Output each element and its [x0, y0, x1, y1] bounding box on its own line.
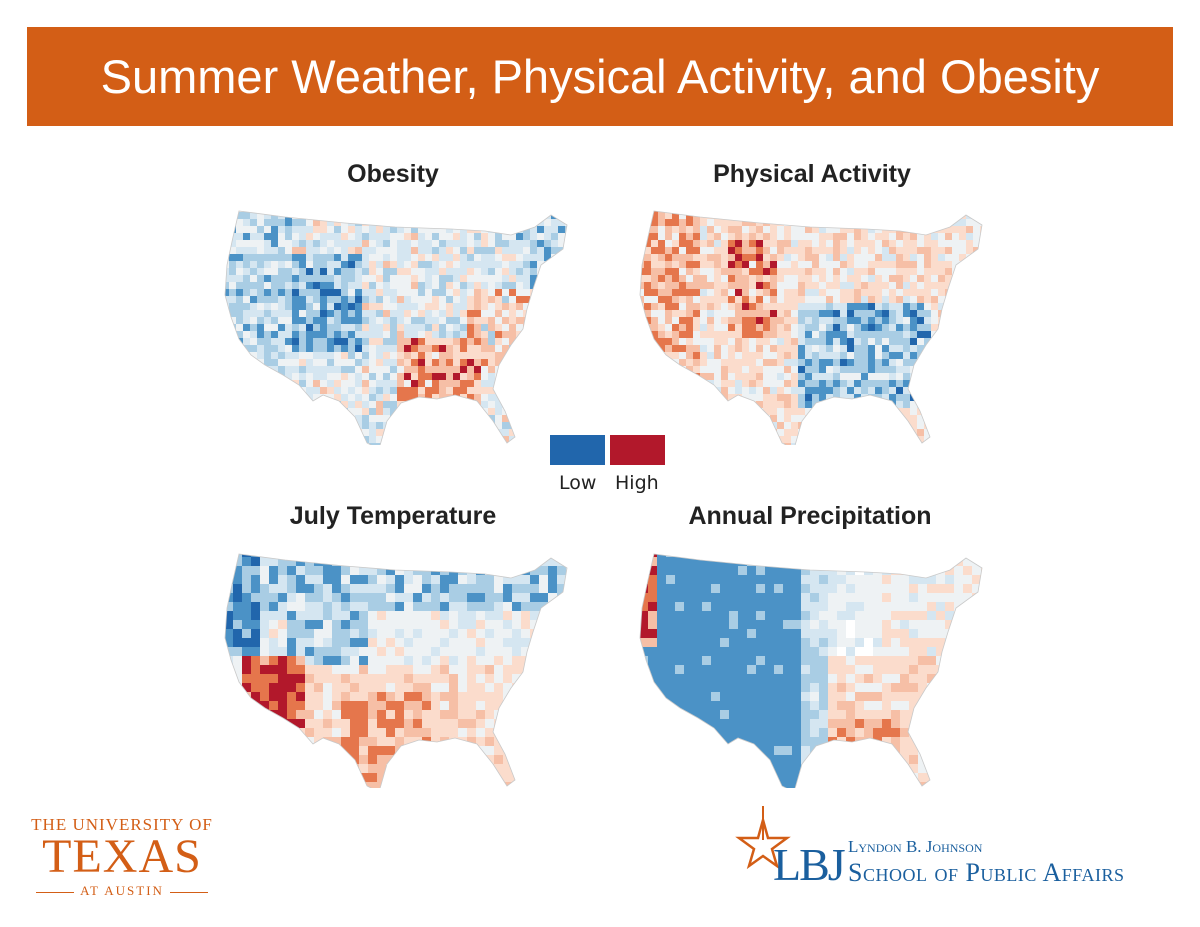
legend-high-label: High	[615, 472, 659, 494]
legend-low-swatch	[550, 435, 605, 465]
precipitation-county-cells	[640, 554, 982, 788]
obesity-us-outline	[224, 210, 568, 445]
map-title-obesity: Obesity	[347, 160, 439, 188]
obesity-map	[224, 210, 568, 445]
physical-activity-map	[639, 210, 983, 445]
july-temperature-map	[224, 553, 568, 788]
temperature-us-outline	[224, 553, 568, 788]
ut-logo-line3: AT AUSTIN	[27, 883, 217, 899]
ut-logo-line1: THE UNIVERSITY OF	[31, 815, 213, 834]
map-title-physical-activity: Physical Activity	[713, 160, 911, 188]
physical-county-cells	[640, 211, 982, 445]
obesity-county-cells	[225, 211, 567, 445]
lbj-star-mark-icon: LBJ	[735, 806, 845, 890]
lbj-school-text: School of Public Affairs	[848, 858, 1125, 887]
physical-us-outline	[639, 210, 983, 445]
page-title: Summer Weather, Physical Activity, and O…	[100, 50, 1100, 103]
lbj-name-text: Lyndon B. Johnson	[848, 837, 983, 856]
annual-precipitation-map	[639, 553, 983, 788]
lbj-school-logo: LBJ Lyndon B. Johnson School of Public A…	[735, 800, 1175, 900]
legend-low-label: Low	[559, 472, 597, 494]
color-legend: Low High	[550, 435, 670, 495]
map-title-annual-precipitation: Annual Precipitation	[688, 502, 932, 530]
map-title-july-temperature: July Temperature	[289, 502, 497, 530]
legend-high-swatch	[610, 435, 665, 465]
ut-logo-wordmark: TEXAS	[42, 830, 202, 883]
temperature-county-cells	[225, 554, 567, 788]
precipitation-us-outline	[639, 553, 983, 788]
title-banner: Summer Weather, Physical Activity, and O…	[27, 27, 1173, 126]
ut-austin-logo: THE UNIVERSITY OF TEXAS AT AUSTIN	[27, 815, 217, 905]
